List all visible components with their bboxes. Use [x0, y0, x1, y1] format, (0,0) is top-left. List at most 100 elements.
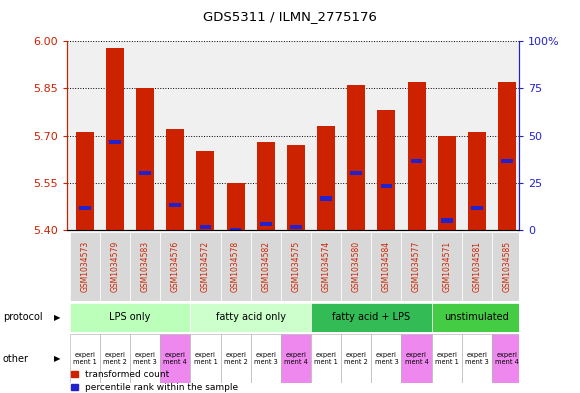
Text: experi
ment 3: experi ment 3 [133, 352, 157, 365]
Bar [160, 334, 190, 383]
Bar [190, 303, 311, 332]
Text: LPS only: LPS only [110, 312, 151, 322]
Text: GSM1034577: GSM1034577 [412, 241, 421, 292]
Text: experi
ment 1: experi ment 1 [73, 352, 97, 365]
Bar [492, 334, 522, 383]
Bar [100, 232, 130, 301]
Bar [432, 232, 462, 301]
Bar [190, 232, 220, 301]
Bar [501, 159, 513, 163]
Bar [341, 232, 371, 301]
Bar [438, 136, 456, 230]
Text: experi
ment 4: experi ment 4 [405, 352, 429, 365]
Text: experi
ment 1: experi ment 1 [435, 352, 459, 365]
Text: unstimulated: unstimulated [444, 312, 509, 322]
Text: fatty acid + LPS: fatty acid + LPS [332, 312, 411, 322]
Bar [260, 222, 271, 226]
Text: experi
ment 4: experi ment 4 [164, 352, 187, 365]
Text: experi
ment 4: experi ment 4 [284, 352, 308, 365]
Text: GSM1034582: GSM1034582 [261, 241, 270, 292]
Text: GDS5311 / ILMN_2775176: GDS5311 / ILMN_2775176 [203, 10, 377, 23]
Text: experi
ment 2: experi ment 2 [345, 352, 368, 365]
Bar [166, 129, 184, 230]
Text: GSM1034575: GSM1034575 [291, 241, 300, 292]
Bar [160, 232, 190, 301]
Bar [130, 232, 160, 301]
Legend: transformed count, percentile rank within the sample: transformed count, percentile rank withi… [71, 370, 238, 393]
Bar [401, 232, 432, 301]
Text: ▶: ▶ [55, 354, 61, 363]
Bar [220, 334, 251, 383]
Bar [76, 132, 94, 230]
Bar [287, 145, 305, 230]
Text: GSM1034583: GSM1034583 [140, 241, 150, 292]
Bar [498, 82, 516, 230]
Text: experi
ment 3: experi ment 3 [375, 352, 398, 365]
Bar [251, 334, 281, 383]
Bar [492, 232, 522, 301]
Bar [197, 151, 215, 230]
Bar [350, 171, 362, 175]
Bar [311, 232, 341, 301]
Bar [220, 232, 251, 301]
Text: GSM1034585: GSM1034585 [502, 241, 512, 292]
Bar [347, 85, 365, 230]
Bar [281, 334, 311, 383]
Bar [100, 334, 130, 383]
Bar [311, 303, 432, 332]
Bar [378, 110, 396, 230]
Text: ▶: ▶ [55, 313, 61, 322]
Text: GSM1034579: GSM1034579 [110, 241, 119, 292]
Text: fatty acid only: fatty acid only [216, 312, 286, 322]
Text: GSM1034584: GSM1034584 [382, 241, 391, 292]
Text: experi
ment 2: experi ment 2 [103, 352, 127, 365]
Bar [169, 203, 181, 207]
Bar [139, 171, 151, 175]
Bar [200, 225, 211, 229]
Bar [411, 159, 422, 163]
Text: experi
ment 3: experi ment 3 [465, 352, 489, 365]
Bar [371, 334, 401, 383]
Bar [401, 334, 432, 383]
Bar [311, 334, 341, 383]
Bar [281, 232, 311, 301]
Bar [471, 206, 483, 210]
Bar [317, 126, 335, 230]
Bar [320, 196, 332, 200]
Text: experi
ment 4: experi ment 4 [495, 352, 519, 365]
Bar [106, 48, 124, 230]
Text: GSM1034576: GSM1034576 [171, 241, 180, 292]
Bar [251, 232, 281, 301]
Bar [190, 334, 220, 383]
Bar [230, 228, 241, 232]
Bar [408, 82, 426, 230]
Bar [432, 303, 522, 332]
Text: experi
ment 1: experi ment 1 [314, 352, 338, 365]
Text: experi
ment 3: experi ment 3 [254, 352, 278, 365]
Bar [109, 140, 121, 144]
Bar [462, 334, 492, 383]
Bar [136, 88, 154, 230]
Text: GSM1034578: GSM1034578 [231, 241, 240, 292]
Text: protocol: protocol [3, 312, 42, 322]
Text: GSM1034571: GSM1034571 [442, 241, 451, 292]
Bar [468, 132, 486, 230]
Text: GSM1034580: GSM1034580 [351, 241, 361, 292]
Bar [130, 334, 160, 383]
Bar [79, 206, 90, 210]
Bar [380, 184, 392, 188]
Bar [70, 334, 100, 383]
Text: experi
ment 2: experi ment 2 [224, 352, 248, 365]
Bar [371, 232, 401, 301]
Bar [70, 303, 190, 332]
Text: GSM1034572: GSM1034572 [201, 241, 210, 292]
Bar [227, 183, 245, 230]
Text: GSM1034573: GSM1034573 [80, 241, 89, 292]
Text: GSM1034574: GSM1034574 [321, 241, 331, 292]
Text: experi
ment 1: experi ment 1 [194, 352, 218, 365]
Bar [432, 334, 462, 383]
Text: other: other [3, 354, 29, 364]
Bar [290, 225, 302, 229]
Bar [70, 232, 100, 301]
Bar [257, 142, 275, 230]
